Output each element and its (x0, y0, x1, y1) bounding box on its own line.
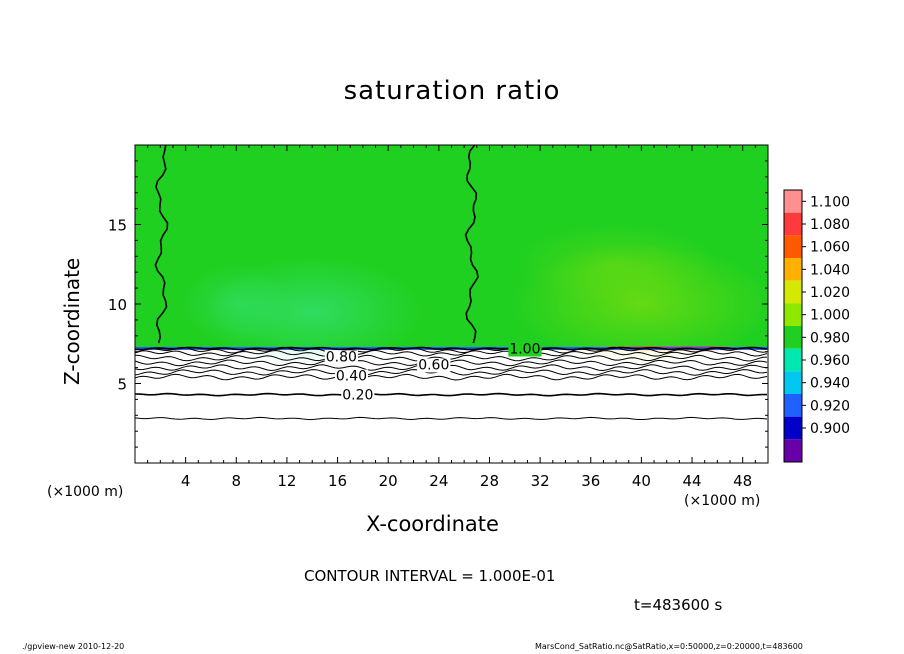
contour-interval-text: CONTOUR INTERVAL = 1.000E-01 (304, 567, 556, 585)
x-tick-label: 36 (581, 472, 600, 490)
footer-left: ./gpview-new 2010-12-20 (22, 642, 125, 651)
x-tick-label: 28 (480, 472, 499, 490)
time-label: t=483600 s (634, 596, 723, 614)
x-tick-label: 8 (232, 472, 242, 490)
y-tick-label: 15 (108, 217, 127, 235)
colorbar-label: 0.940 (810, 376, 850, 392)
x-tick-label: 32 (531, 472, 550, 490)
colorbar-segment (784, 348, 802, 372)
contour-line (134, 373, 768, 381)
colorbar-label: 1.020 (810, 285, 850, 301)
colorbar-label: 0.960 (810, 353, 850, 369)
colorbar-label: 1.060 (810, 240, 850, 256)
x-unit-label-right: (×1000 m) (684, 493, 761, 509)
colorbar-segment (784, 258, 802, 281)
colorbar-label: 1.100 (810, 194, 850, 210)
x-unit-label-left: (×1000 m) (47, 484, 124, 500)
contour-line (134, 346, 768, 354)
colorbar-segment (784, 439, 802, 462)
contour-line-vertical (154, 144, 169, 344)
colorbar-label: 0.980 (810, 330, 850, 346)
footer-right: MarsCond_SatRatio.nc@SatRatio,x=0:50000,… (535, 642, 803, 651)
colorbar-label: 0.920 (810, 398, 850, 414)
colorbar-label: 1.080 (810, 217, 850, 233)
x-tick-label: 12 (277, 472, 296, 490)
plot-area: 1.00 0.80 0.60 0.40 0.20 (134, 144, 772, 463)
contour-label-background (324, 350, 358, 365)
contour-line (134, 346, 768, 351)
colorbar-segment (784, 371, 802, 394)
contour-label: 0.20 (342, 388, 373, 404)
colorbar-segment (784, 280, 802, 304)
colorbar-segment (784, 326, 802, 349)
x-tick-label: 44 (682, 472, 701, 490)
colorbar-segment (784, 212, 802, 236)
contour-line-vertical (464, 144, 479, 344)
contour-line (134, 354, 768, 362)
unsaturated-region (135, 348, 768, 463)
x-tick-label: 24 (429, 472, 448, 490)
y-tick-label: 5 (117, 376, 127, 394)
contour-line (134, 416, 768, 421)
x-tick-label: 20 (379, 472, 398, 490)
x-tick-label: 40 (632, 472, 651, 490)
colorbar-segment (784, 394, 802, 417)
contour-line (134, 364, 768, 372)
colorbar-segment (784, 303, 802, 326)
colorbar-segment (784, 235, 802, 258)
colorbar-label: 1.040 (810, 262, 850, 278)
contour-label-background (417, 358, 451, 373)
colorbar-label: 1.000 (810, 308, 850, 324)
contour-label: 0.80 (326, 349, 357, 365)
contour-label-background (508, 342, 542, 357)
contour-label: 0.40 (336, 369, 367, 385)
colorbar-frame (783, 189, 803, 463)
y-tick-label: 10 (108, 296, 127, 314)
x-tick-label: 16 (328, 472, 347, 490)
colorbar-segment (784, 416, 802, 440)
x-axis-label: X-coordinate (366, 512, 499, 536)
colorbar: 1.100 1.080 1.060 1.040 1.020 1.000 0.980 0.960… (783, 189, 850, 463)
contour-line (134, 392, 768, 397)
contour-line (134, 369, 768, 376)
high-saturation-area (516, 224, 717, 305)
chart-title: saturation ratio (343, 76, 561, 106)
contour-label-background (341, 388, 375, 403)
low-saturation-area (181, 264, 292, 344)
contour-label: 1.00 (509, 342, 540, 358)
contour-line (134, 359, 768, 367)
contour-label: 0.60 (418, 357, 449, 373)
y-axis-label: Z-coordinate (60, 257, 84, 385)
colorbar-segment (784, 190, 802, 213)
x-tick-label: 4 (181, 472, 191, 490)
colorbar-label: 0.900 (810, 421, 850, 437)
contour-line (134, 349, 768, 357)
contour-label-background (334, 369, 369, 384)
x-tick-label: 48 (733, 472, 752, 490)
